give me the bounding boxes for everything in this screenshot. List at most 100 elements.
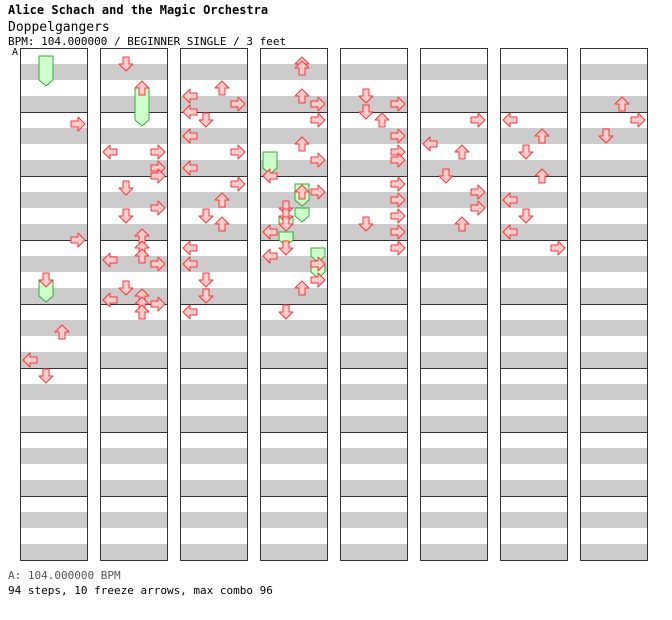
measure-stripe xyxy=(580,128,648,144)
down-arrow-note xyxy=(598,128,614,144)
left-arrow-note xyxy=(262,168,278,184)
bpm-legend: A: 104.000000 BPM xyxy=(8,569,121,582)
measure-stripe xyxy=(580,256,648,272)
measure-stripe xyxy=(20,256,88,272)
measure-stripe xyxy=(340,480,408,496)
freeze-arrow xyxy=(262,151,278,175)
measure-stripe xyxy=(100,160,168,176)
measure-stripe xyxy=(260,512,328,528)
left-arrow-note xyxy=(182,88,198,104)
measure-stripe xyxy=(340,256,408,272)
up-arrow-note xyxy=(534,168,550,184)
left-arrow-note xyxy=(102,292,118,308)
right-arrow-note xyxy=(150,256,166,272)
right-arrow-note xyxy=(150,168,166,184)
measure-stripe xyxy=(340,416,408,432)
up-arrow-note xyxy=(614,96,630,112)
right-arrow-note xyxy=(310,272,326,288)
right-arrow-note xyxy=(390,152,406,168)
measure-stripe xyxy=(260,224,328,240)
measure-stripe xyxy=(260,544,328,560)
left-arrow-note xyxy=(182,304,198,320)
measure-stripe xyxy=(260,320,328,336)
measure-frame xyxy=(20,496,88,561)
measure-stripe xyxy=(260,128,328,144)
measure-stripe xyxy=(100,128,168,144)
measure-stripe xyxy=(500,64,568,80)
measure-stripe xyxy=(180,416,248,432)
freeze-arrow xyxy=(294,207,310,223)
right-arrow-note xyxy=(390,128,406,144)
measure-frame xyxy=(500,496,568,561)
measure-stripe xyxy=(500,256,568,272)
measure-stripe xyxy=(180,64,248,80)
chart-summary: 94 steps, 10 freeze arrows, max combo 96 xyxy=(8,584,273,597)
up-arrow-note xyxy=(134,304,150,320)
right-arrow-note xyxy=(630,112,646,128)
measure-stripe xyxy=(180,96,248,112)
measure-stripe xyxy=(20,160,88,176)
measure-frame xyxy=(340,496,408,561)
measure-stripe xyxy=(20,96,88,112)
measure-stripe xyxy=(20,512,88,528)
left-arrow-note xyxy=(102,144,118,160)
down-arrow-note xyxy=(358,88,374,104)
measure-stripe xyxy=(340,512,408,528)
measure-stripe xyxy=(100,64,168,80)
up-arrow-note xyxy=(54,324,70,340)
left-arrow-note xyxy=(502,112,518,128)
measure-stripe xyxy=(260,416,328,432)
measure-stripe xyxy=(500,96,568,112)
down-arrow-note xyxy=(198,288,214,304)
measure-stripe xyxy=(580,192,648,208)
measure-stripe xyxy=(420,288,488,304)
measure-stripe xyxy=(100,192,168,208)
left-arrow-note xyxy=(182,160,198,176)
measure-stripe xyxy=(420,320,488,336)
measure-stripe xyxy=(340,192,408,208)
measure-stripe xyxy=(500,416,568,432)
measure-stripe xyxy=(20,416,88,432)
right-arrow-note xyxy=(550,240,566,256)
right-arrow-note xyxy=(310,256,326,272)
measure-stripe xyxy=(20,288,88,304)
left-arrow-note xyxy=(422,136,438,152)
measure-frame xyxy=(260,496,328,561)
measure-stripe xyxy=(500,288,568,304)
down-arrow-note xyxy=(518,208,534,224)
right-arrow-note xyxy=(310,112,326,128)
up-arrow-note xyxy=(374,112,390,128)
left-arrow-note xyxy=(262,224,278,240)
measure-stripe xyxy=(20,320,88,336)
right-arrow-note xyxy=(470,200,486,216)
measure-stripe xyxy=(180,320,248,336)
right-arrow-note xyxy=(470,112,486,128)
measure-stripe xyxy=(260,352,328,368)
measure-stripe xyxy=(420,480,488,496)
left-arrow-note xyxy=(262,248,278,264)
measure-stripe xyxy=(20,352,88,368)
measure-stripe xyxy=(20,480,88,496)
measure-stripe xyxy=(580,288,648,304)
measure-stripe xyxy=(20,384,88,400)
measure-stripe xyxy=(340,448,408,464)
up-arrow-note xyxy=(214,216,230,232)
down-arrow-note xyxy=(278,240,294,256)
measure-stripe xyxy=(180,512,248,528)
measure-stripe xyxy=(420,64,488,80)
measure-stripe xyxy=(420,128,488,144)
measure-stripe xyxy=(20,544,88,560)
measure-stripe xyxy=(580,480,648,496)
measure-stripe xyxy=(260,64,328,80)
down-arrow-note xyxy=(118,56,134,72)
measure-stripe xyxy=(580,320,648,336)
up-arrow-note xyxy=(134,80,150,96)
measure-stripe xyxy=(500,192,568,208)
measure-stripe xyxy=(580,384,648,400)
measure-stripe xyxy=(340,384,408,400)
measure-stripe xyxy=(100,384,168,400)
measure-stripe xyxy=(340,352,408,368)
measure-stripe xyxy=(580,544,648,560)
measure-stripe xyxy=(580,448,648,464)
down-arrow-note xyxy=(38,272,54,288)
